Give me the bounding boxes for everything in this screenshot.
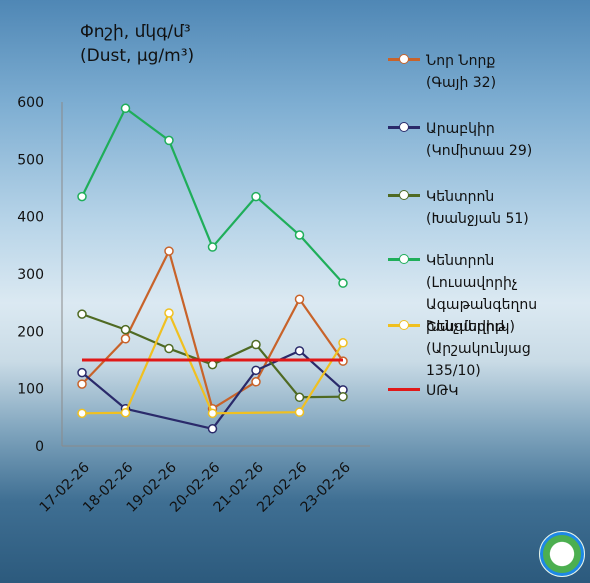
legend-sublabel: (Խանջյան 51) (426, 211, 529, 227)
data-point-4 (120, 407, 131, 418)
data-point-2 (164, 343, 174, 354)
legend-line (388, 388, 420, 391)
series-line-4 (81, 311, 344, 415)
title-line-1: Փոշի, մկգ/մ³ (80, 22, 191, 42)
series-line-1 (81, 349, 344, 430)
data-point-1 (251, 365, 261, 376)
legend-label: Կենտրոն (426, 189, 495, 205)
legend-sublabel: (Գայի 32) (426, 75, 497, 91)
data-point-4 (294, 407, 305, 417)
legend-marker (399, 320, 409, 330)
y-tick-label: 600 (17, 95, 44, 111)
y-tick-label: 100 (17, 382, 44, 398)
data-point-3 (294, 230, 305, 240)
y-tick-label: 300 (17, 267, 44, 283)
data-point-0 (77, 379, 87, 389)
title-line-2: (Dust, µg/m³) (80, 46, 195, 66)
data-point-0 (251, 377, 261, 387)
data-point-1 (294, 346, 305, 356)
data-point-3 (77, 191, 87, 202)
legend-marker (399, 190, 409, 200)
legend-marker (399, 122, 409, 132)
data-point-2 (77, 309, 87, 319)
data-point-2 (294, 392, 305, 403)
data-point-4 (77, 408, 87, 419)
legend-label: Շենգավիթ (426, 319, 506, 335)
legend-sublabel: (Արշակունյաց 135/10) (426, 341, 531, 379)
data-point-4 (207, 408, 218, 419)
y-tick-label: 0 (35, 439, 44, 455)
data-point-2 (338, 391, 348, 402)
legend-marker (399, 54, 409, 64)
data-point-1 (77, 367, 87, 378)
legend-sublabel: Ագաթանգեղոս (426, 297, 538, 313)
chart-title: Փոշի, մկգ/մ³ (Dust, µg/m³) (80, 20, 194, 68)
data-point-3 (207, 242, 218, 252)
data-point-3 (338, 278, 348, 288)
series-line-3 (81, 107, 344, 284)
ministry-emblem-icon (539, 531, 585, 577)
data-point-3 (120, 103, 131, 114)
legend-label: ՍԹԿ (426, 383, 459, 399)
legend-sublabel: (Կոմիտաս 29) (426, 143, 533, 159)
data-point-0 (120, 334, 131, 344)
legend-label: Նոր Նորք (426, 53, 496, 69)
legend-label: Արաբկիր (426, 121, 495, 137)
data-point-3 (164, 135, 174, 146)
legend-sublabel-2: խաչմերուկ) (426, 319, 515, 335)
data-point-0 (164, 246, 174, 256)
y-tick-label: 400 (17, 210, 44, 226)
data-point-2 (207, 359, 218, 370)
data-point-0 (294, 294, 305, 304)
data-point-3 (251, 191, 261, 202)
data-point-1 (207, 424, 218, 434)
data-point-2 (251, 339, 261, 350)
y-tick-label: 200 (17, 324, 44, 340)
data-point-4 (164, 308, 174, 318)
y-tick-label: 500 (17, 152, 44, 168)
data-point-2 (120, 324, 131, 335)
data-point-4 (338, 338, 348, 348)
legend-marker (399, 254, 409, 264)
legend-label: Կենտրոն (Լուսավորիչ (426, 253, 518, 291)
